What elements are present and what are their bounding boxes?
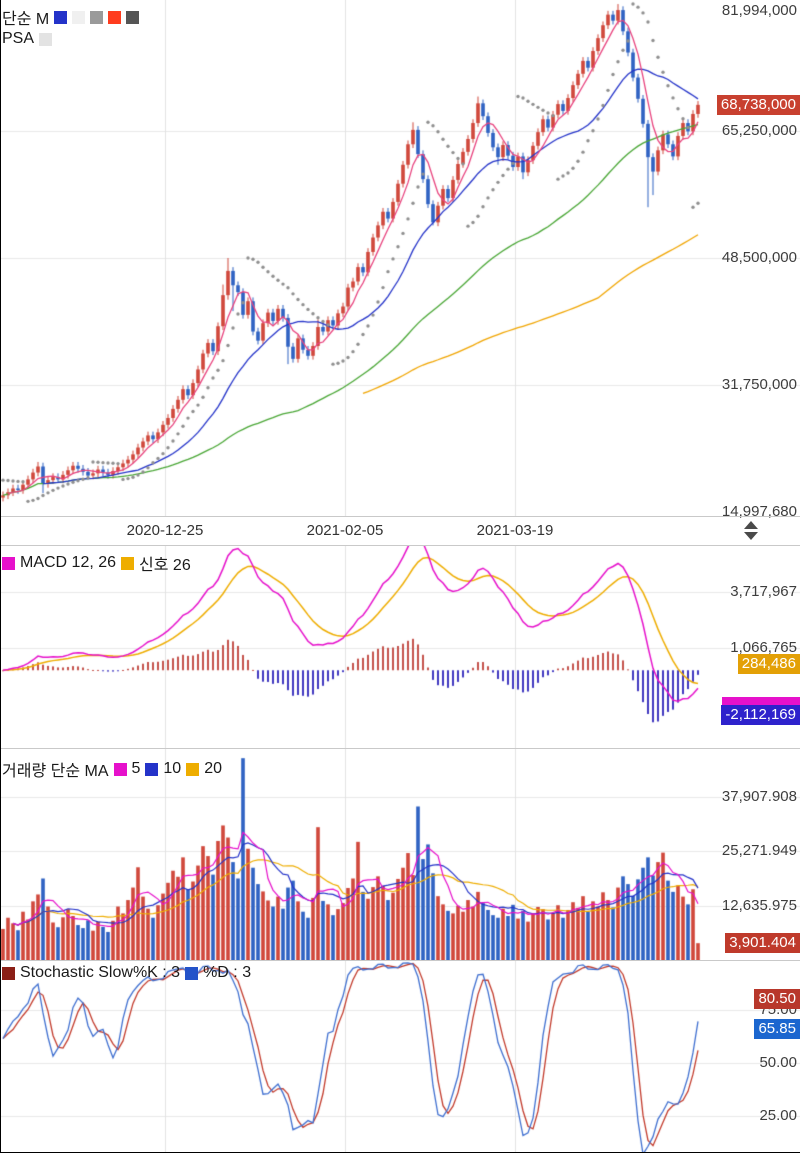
volume-ma5-swatch (113, 762, 127, 776)
chart-frame-left (0, 0, 1, 1153)
volume-chart-canvas[interactable] (0, 749, 800, 960)
ma-swatch (126, 10, 140, 24)
axis-resize-handle[interactable] (744, 521, 758, 540)
ma-swatch (72, 10, 86, 24)
stochastic-chart-canvas[interactable] (0, 961, 800, 1152)
y-axis-label: 48,500,000 (721, 249, 797, 266)
volume-badge: 3,901.404 (725, 933, 800, 954)
stoch-k-legend-label: Stochastic Slow%K : 3 (20, 964, 181, 981)
y-axis-label: 25,271.949 (721, 842, 797, 860)
ma-legend: 단순 M (2, 5, 140, 29)
ma-swatch (108, 10, 122, 24)
volume-ma10-label: 10 (163, 760, 182, 777)
volume-ma20-label: 20 (204, 760, 222, 777)
stoch-d-legend-label: %D : 3 (203, 964, 252, 981)
stoch-k-badge: 65.85 (754, 1019, 800, 1040)
panel-separator (0, 960, 800, 961)
psar-legend-label: PSA (2, 30, 35, 47)
panel-separator (0, 545, 800, 546)
ma-swatch (54, 10, 68, 24)
macd-signal-swatch (121, 556, 135, 570)
macd-legend: MACD 12, 26 신호 26 (2, 551, 191, 575)
stochastic-legend: Stochastic Slow%K : 3 %D : 3 (2, 964, 251, 982)
macd-signal-badge: 284,486 (737, 654, 800, 675)
stoch-d-swatch (185, 966, 199, 980)
y-axis-label: 3,717,967 (730, 582, 797, 600)
y-axis-label: 25.00 (759, 1106, 797, 1124)
psar-swatch (39, 32, 53, 46)
y-axis-label: 12,635.975 (721, 896, 797, 914)
y-axis-label: 65,250,000 (721, 122, 797, 139)
volume-ma5-label: 5 (131, 760, 141, 777)
macd-hist-badge: -2,112,169 (721, 704, 800, 725)
macd-signal-legend-label: 신호 26 (139, 557, 191, 574)
volume-legend-label: 거래량 단순 MA (2, 763, 109, 780)
ma-swatch (90, 10, 104, 24)
ma-legend-label: 단순 M (2, 11, 50, 28)
y-axis-label: 14,997,680 (721, 502, 797, 520)
triangle-up-icon (744, 521, 758, 529)
y-axis-label: 37,907.908 (721, 787, 797, 805)
y-axis-label: 50.00 (759, 1053, 797, 1071)
x-axis-date-label: 2021-02-05 (306, 522, 384, 539)
macd-legend-label: MACD 12, 26 (20, 554, 117, 571)
volume-ma20-swatch (186, 762, 200, 776)
triangle-down-icon (744, 532, 758, 540)
y-axis-label: 31,750,000 (721, 375, 797, 393)
y-axis-label: 1,066,765 (730, 638, 797, 656)
panel-separator (0, 748, 800, 749)
y-axis-label: 81,994,000 (721, 2, 797, 19)
stoch-d-badge: 80.50 (754, 988, 800, 1009)
x-axis-date-label: 2020-12-25 (126, 522, 204, 539)
macd-chart-canvas[interactable] (0, 546, 800, 748)
x-axis-date-label: 2021-03-19 (476, 522, 554, 539)
stoch-k-swatch (2, 966, 15, 980)
volume-ma10-swatch (145, 762, 159, 776)
psar-legend: PSA (2, 30, 53, 48)
volume-legend: 거래량 단순 MA 5 10 20 (2, 757, 222, 781)
current-price-badge: 68,738,000 (716, 94, 800, 115)
macd-swatch (2, 556, 15, 570)
price-chart-canvas[interactable] (0, 0, 800, 516)
panel-separator (0, 516, 800, 517)
